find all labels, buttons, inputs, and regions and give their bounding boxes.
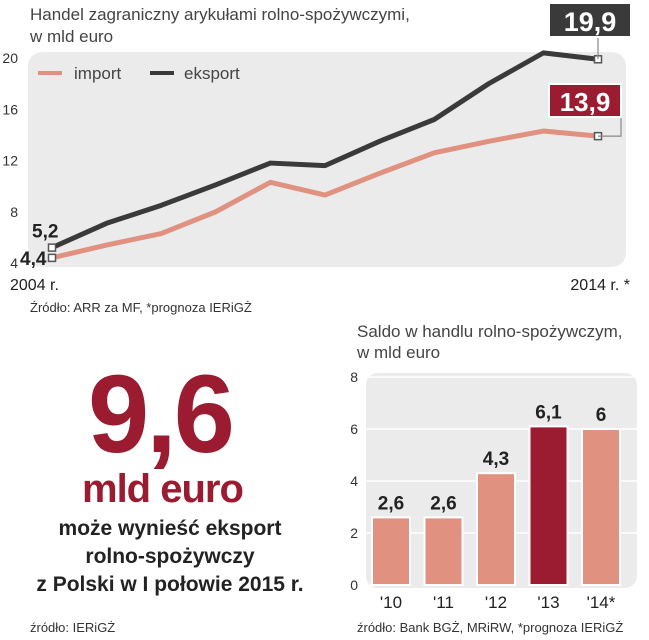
x-tick-label: '14* bbox=[587, 593, 616, 612]
bar-chart-title-line2: w mld euro bbox=[357, 343, 441, 362]
line-chart-panel bbox=[28, 52, 626, 267]
bar-chart: 0 2 4 6 8 2,6 '10 2,6 '11 4,3 '12 6,1 '13 6 '14* bbox=[350, 369, 637, 612]
x-tick-label: '10 bbox=[380, 593, 402, 612]
bar-value-label: 2,6 bbox=[378, 493, 404, 514]
series-eksport-marker bbox=[47, 243, 57, 252]
series-import-line bbox=[49, 128, 601, 261]
series-eksport-line bbox=[49, 50, 601, 251]
legend-eksport-label: eksport bbox=[184, 64, 240, 83]
highlight-description: może wynieść eksport rolno-spożywczy z P… bbox=[0, 515, 340, 599]
eksport-end-label: 19,9 bbox=[564, 7, 617, 37]
x-tick-label: '13 bbox=[537, 593, 559, 612]
eksport-end-badge bbox=[548, 2, 632, 38]
x-start-label: 2004 r. bbox=[10, 277, 59, 294]
line-chart-title-line2: w mld euro bbox=[30, 27, 114, 46]
bar bbox=[528, 425, 569, 587]
line-chart-title: Handel zagraniczny arykułami rolno-spoży… bbox=[30, 4, 460, 48]
bar-chart-title: Saldo w handlu rolno-spożywczym, w mld e… bbox=[357, 321, 647, 363]
y-tick-label: 20 bbox=[2, 50, 18, 66]
highlight-unit: mld euro bbox=[82, 467, 244, 511]
y-tick-label: 0 bbox=[350, 577, 358, 593]
y-tick-label: 8 bbox=[350, 369, 358, 385]
eksport-start-label: 5,2 bbox=[32, 222, 58, 243]
bar-value-label: 4,3 bbox=[483, 449, 509, 470]
line-chart: 4 8 12 16 20 import eksport 5,2 4,4 19,9 13,9 2004 … bbox=[2, 2, 632, 294]
y-tick-label: 4 bbox=[350, 473, 358, 489]
import-start-label: 4,4 bbox=[20, 249, 47, 270]
highlight-value: 9,6 bbox=[88, 353, 235, 476]
highlight-description-line: może wynieść eksport bbox=[58, 517, 282, 540]
y-tick-label: 12 bbox=[2, 153, 18, 169]
y-tick-label: 4 bbox=[10, 255, 18, 271]
x-tick-label: '12 bbox=[485, 593, 507, 612]
bar bbox=[371, 516, 411, 586]
bar bbox=[581, 428, 621, 586]
import-end-badge bbox=[548, 83, 622, 118]
import-end-label: 13,9 bbox=[560, 87, 611, 117]
y-tick-label: 16 bbox=[2, 101, 18, 117]
legend-import-label: import bbox=[74, 64, 122, 83]
bar bbox=[476, 472, 516, 586]
bar-chart-title-line1: Saldo w handlu rolno-spożywczym, bbox=[357, 322, 623, 341]
series-import-marker bbox=[47, 253, 57, 263]
bar-value-label: 6,1 bbox=[535, 402, 562, 423]
highlight-description-line: z Polski w I połowie 2015 r. bbox=[36, 573, 304, 596]
line-chart-source: Źródło: ARR za MF, *prognoza IERiGŻ bbox=[30, 300, 252, 315]
x-tick-label: '11 bbox=[433, 593, 454, 612]
y-tick-label: 6 bbox=[350, 421, 358, 437]
import-end-leader bbox=[598, 113, 622, 137]
y-tick-label: 2 bbox=[350, 525, 358, 541]
bar bbox=[423, 516, 464, 586]
highlight-description-line: rolno-spożywczy bbox=[85, 545, 255, 568]
x-end-label: 2014 r. * bbox=[570, 277, 630, 294]
bar-value-label: 2,6 bbox=[430, 493, 456, 514]
line-chart-title-line1: Handel zagraniczny arykułami rolno-spoży… bbox=[30, 5, 410, 24]
bar-chart-source: źródło: Bank BGŻ, MRiRW, *prognoza IERiG… bbox=[357, 620, 624, 635]
y-tick-label: 8 bbox=[10, 204, 18, 220]
bar-value-label: 6 bbox=[596, 405, 607, 426]
highlight-source: źródło: IERiGŻ bbox=[30, 620, 116, 635]
